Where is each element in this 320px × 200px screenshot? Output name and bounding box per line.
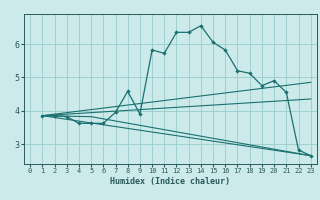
X-axis label: Humidex (Indice chaleur): Humidex (Indice chaleur) [110,177,230,186]
